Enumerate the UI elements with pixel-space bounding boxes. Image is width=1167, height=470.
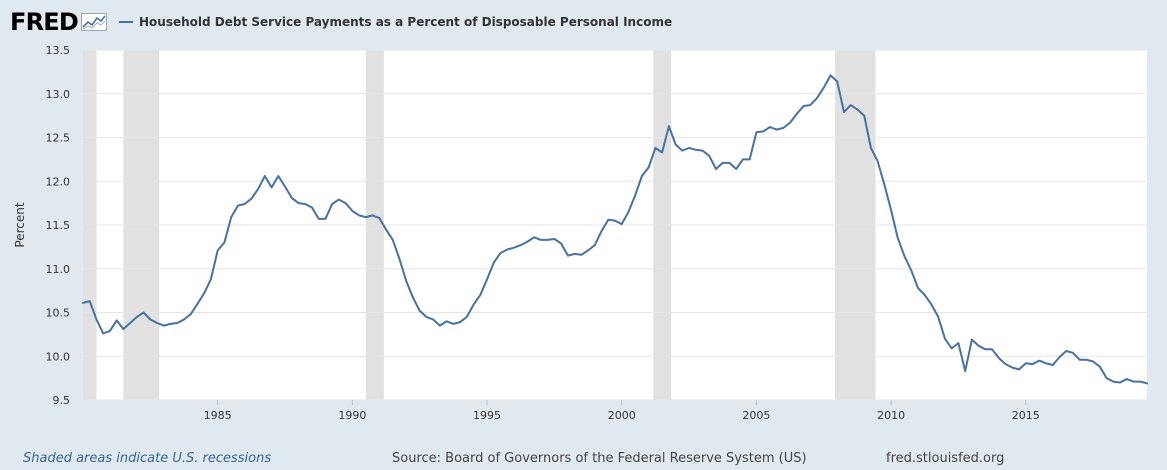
x-axis-ticks: 1985 1990 1995 2000 2005 2010 2015 xyxy=(204,400,1040,422)
recession-note[interactable]: Shaded areas indicate U.S. recessions xyxy=(23,451,272,466)
fred-logo-text: FRED xyxy=(10,8,79,36)
legend-series-label: Household Debt Service Payments as a Per… xyxy=(139,15,673,29)
grid-lines xyxy=(83,49,1147,401)
legend-swatch xyxy=(119,21,133,23)
y-tick-label: 11.0 xyxy=(46,263,71,276)
x-tick-label: 1995 xyxy=(473,409,501,422)
y-axis-ticks: 9.5 10.0 10.5 11.0 11.5 12.0 12.5 13.0 13.5 xyxy=(46,44,71,407)
chart-header: FRED Household Debt Service Payments as … xyxy=(10,8,672,36)
y-tick-label: 12.0 xyxy=(46,175,71,188)
x-tick-label: 1990 xyxy=(338,409,366,422)
y-tick-label: 13.5 xyxy=(46,44,71,57)
y-tick-label: 10.0 xyxy=(46,350,71,363)
x-tick-label: 2000 xyxy=(608,409,636,422)
y-axis-label: Percent xyxy=(13,202,27,247)
fred-graph-icon xyxy=(81,13,107,31)
site-link[interactable]: fred.stlouisfed.org xyxy=(886,451,1005,466)
fred-logo[interactable]: FRED xyxy=(10,10,107,34)
y-tick-label: 12.5 xyxy=(46,132,71,145)
series-line xyxy=(82,74,1148,385)
x-tick-label: 2005 xyxy=(742,409,770,422)
x-tick-label: 1985 xyxy=(204,409,232,422)
y-tick-label: 10.5 xyxy=(46,307,71,320)
y-tick-label: 13.0 xyxy=(46,88,71,101)
source-note: Source: Board of Governors of the Federa… xyxy=(392,451,807,466)
x-tick-label: 2010 xyxy=(877,409,905,422)
chart-legend: Household Debt Service Payments as a Per… xyxy=(119,15,672,29)
y-tick-label: 11.5 xyxy=(46,219,71,232)
x-tick-label: 2015 xyxy=(1012,409,1040,422)
series-layer xyxy=(82,74,1148,385)
y-tick-label: 9.5 xyxy=(53,394,71,407)
